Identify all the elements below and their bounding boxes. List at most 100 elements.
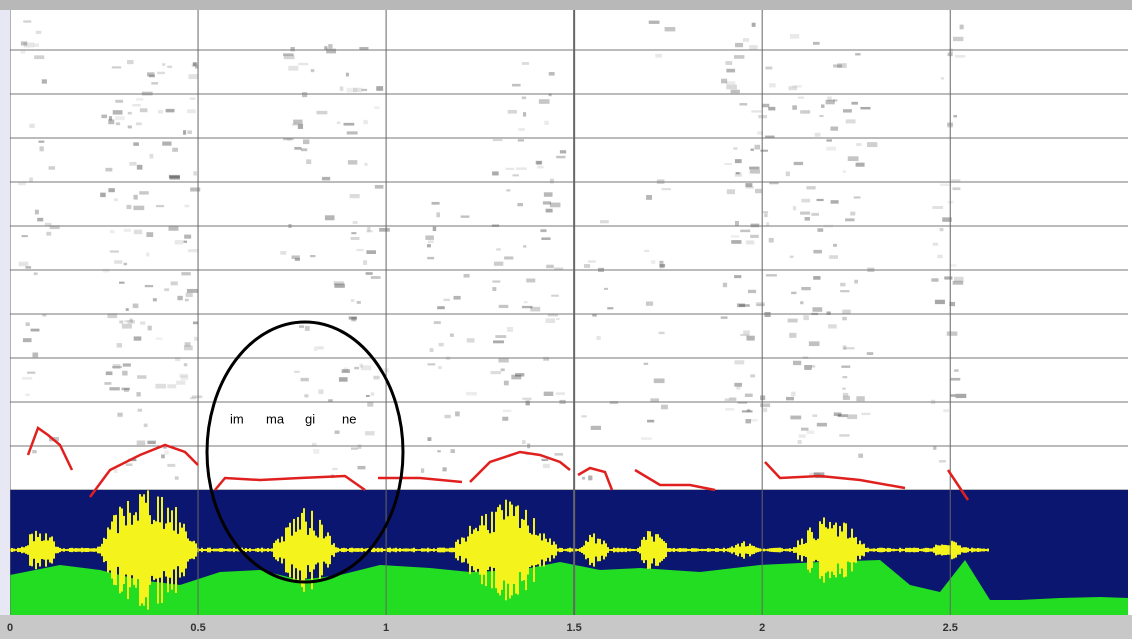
energy-speck <box>502 416 509 421</box>
energy-speck <box>124 320 129 323</box>
energy-speck <box>310 255 316 258</box>
energy-speck <box>18 261 29 267</box>
energy-speck <box>41 79 47 84</box>
energy-speck <box>644 249 650 252</box>
energy-speck <box>316 110 328 115</box>
energy-speck <box>791 391 796 397</box>
energy-speck <box>765 135 775 138</box>
energy-speck <box>112 364 121 369</box>
energy-speck <box>646 195 653 200</box>
energy-speck <box>812 307 823 312</box>
energy-speck <box>137 375 147 379</box>
energy-speck <box>502 409 512 413</box>
energy-speck <box>740 333 750 337</box>
energy-speck <box>133 194 138 200</box>
energy-speck <box>954 369 959 372</box>
energy-speck <box>833 243 837 247</box>
energy-speck <box>540 229 547 233</box>
energy-speck <box>437 306 445 310</box>
energy-speck <box>176 380 186 385</box>
energy-speck <box>443 298 450 302</box>
highlight-ellipse <box>205 320 405 584</box>
energy-speck <box>768 237 774 243</box>
syllable-label: gi <box>305 411 315 426</box>
energy-speck <box>35 30 42 34</box>
energy-speck <box>155 383 167 389</box>
energy-speck <box>373 375 380 380</box>
pitch-contour <box>764 461 906 490</box>
energy-speck <box>359 46 369 51</box>
energy-speck <box>334 283 345 288</box>
energy-speck <box>660 404 668 410</box>
energy-speck <box>324 46 328 50</box>
energy-speck <box>293 370 300 373</box>
energy-speck <box>427 363 436 366</box>
energy-speck <box>449 333 454 337</box>
energy-speck <box>755 302 765 307</box>
energy-speck <box>321 176 331 181</box>
energy-speck <box>734 275 742 279</box>
energy-speck <box>786 396 795 401</box>
energy-speck <box>750 418 758 422</box>
energy-speck <box>102 268 110 273</box>
energy-speck <box>436 212 440 218</box>
energy-speck <box>842 170 846 173</box>
energy-speck <box>168 226 179 231</box>
energy-speck <box>536 161 542 166</box>
energy-speck <box>951 179 961 182</box>
energy-speck <box>183 240 188 243</box>
energy-speck <box>326 48 337 54</box>
energy-speck <box>365 431 375 436</box>
energy-speck <box>842 387 846 390</box>
energy-speck <box>444 414 451 419</box>
energy-speck <box>115 116 125 121</box>
energy-speck <box>152 298 157 302</box>
energy-speck <box>25 266 32 269</box>
energy-speck <box>101 114 107 119</box>
energy-speck <box>731 240 742 244</box>
energy-speck <box>167 65 173 69</box>
energy-speck <box>525 400 530 406</box>
energy-speck <box>842 309 851 315</box>
energy-speck <box>498 357 509 363</box>
energy-speck <box>107 313 118 319</box>
frequency-grid <box>10 49 1128 551</box>
energy-speck <box>127 111 132 115</box>
energy-speck <box>34 55 45 60</box>
energy-speck <box>187 130 192 134</box>
energy-speck <box>184 234 192 239</box>
energy-speck <box>426 244 431 248</box>
energy-speck <box>23 42 35 48</box>
energy-speck <box>741 410 753 413</box>
energy-speck <box>164 288 170 292</box>
energy-speck <box>722 282 728 288</box>
energy-speck <box>725 407 735 411</box>
energy-envelope <box>10 560 1128 615</box>
energy-speck <box>743 330 750 335</box>
syllable-label: ma <box>266 411 285 426</box>
energy-speck <box>851 101 858 105</box>
energy-speck <box>845 218 855 222</box>
energy-speck <box>453 295 461 300</box>
energy-speck <box>554 453 564 456</box>
energy-speck <box>860 106 871 110</box>
energy-speck <box>427 437 432 441</box>
energy-speck <box>100 192 106 198</box>
energy-speck <box>194 65 199 69</box>
energy-speck <box>765 66 773 70</box>
energy-speck <box>526 278 536 283</box>
energy-speck <box>647 419 655 423</box>
energy-speck <box>751 22 756 27</box>
energy-speck <box>119 281 125 284</box>
energy-speck <box>139 108 148 113</box>
energy-speck <box>792 206 797 211</box>
energy-speck <box>151 82 159 85</box>
energy-speck <box>603 287 609 290</box>
energy-speck <box>768 106 776 111</box>
energy-speck <box>136 392 141 397</box>
energy-speck <box>939 183 950 187</box>
energy-speck <box>866 352 874 355</box>
energy-speck <box>826 139 832 142</box>
energy-speck <box>744 393 753 397</box>
energy-speck <box>193 171 197 176</box>
